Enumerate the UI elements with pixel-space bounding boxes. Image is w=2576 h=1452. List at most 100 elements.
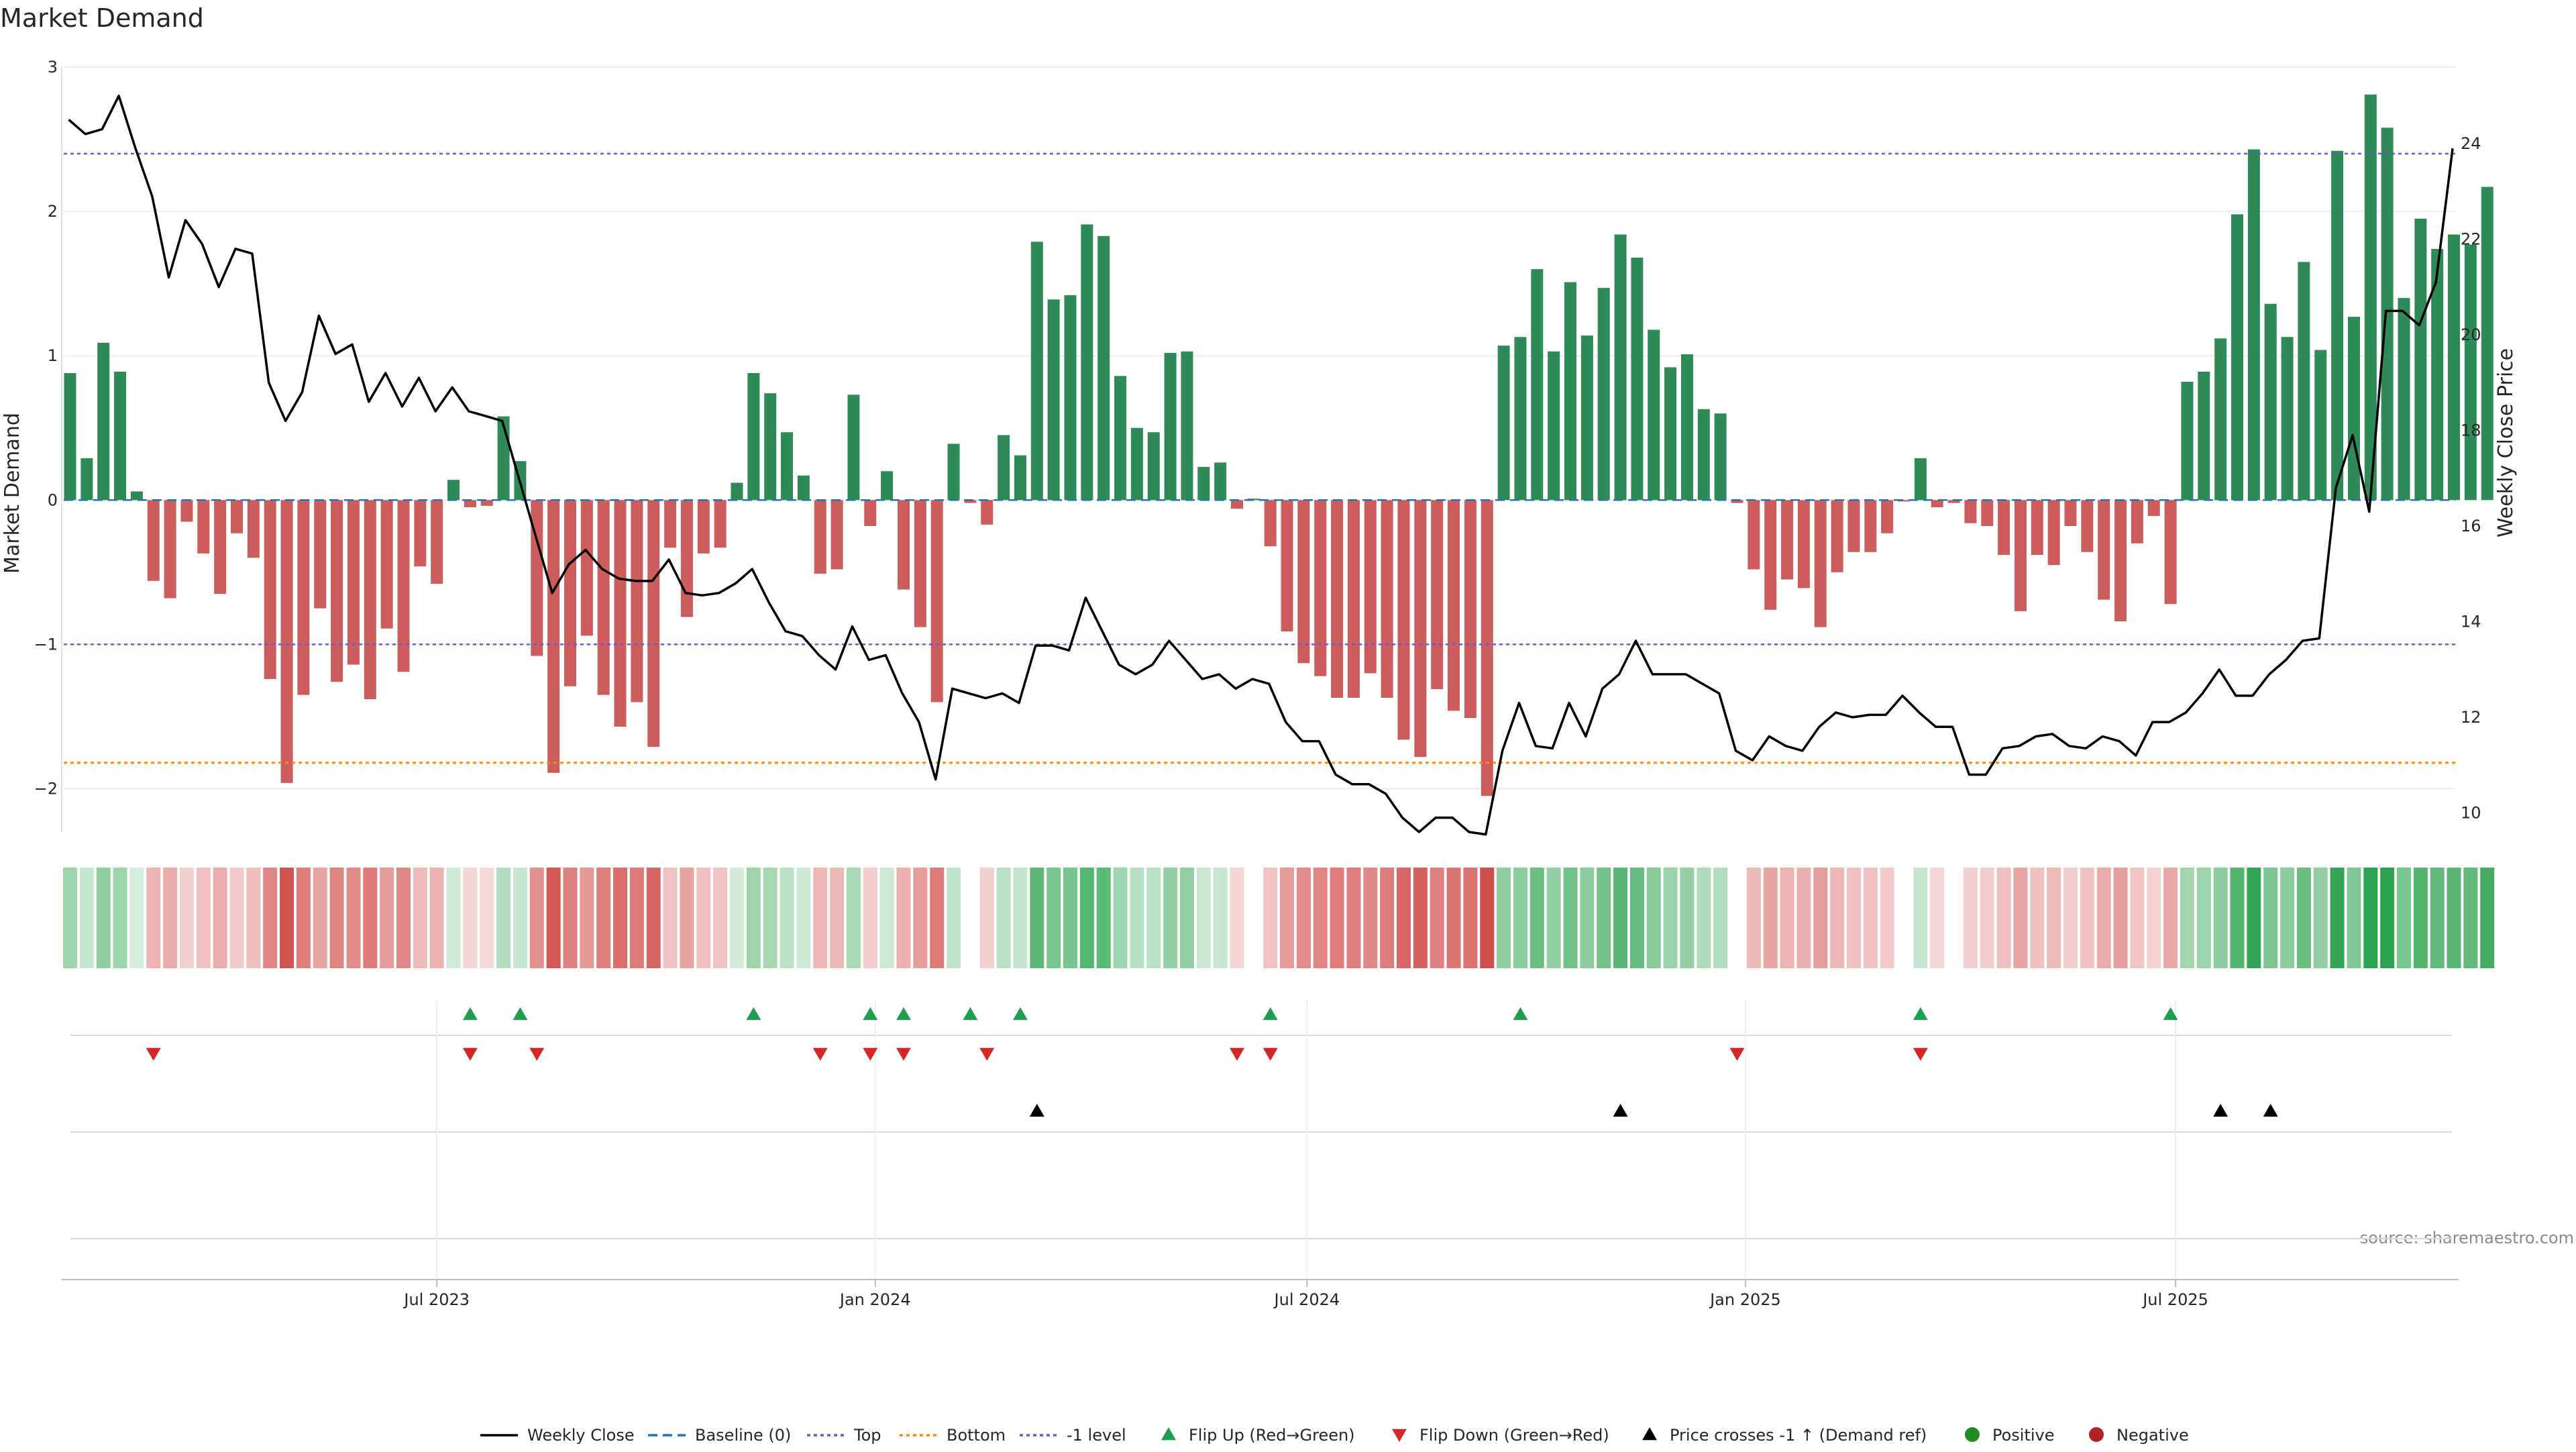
legend-swatch <box>1161 1427 1176 1441</box>
demand-bar-positive <box>2198 371 2210 501</box>
heat-cell <box>1179 868 1194 968</box>
demand-bar-negative <box>1847 500 1860 552</box>
heat-cell <box>979 868 994 968</box>
heat-cell <box>2413 868 2428 968</box>
heat-cell <box>1780 868 1794 968</box>
demand-bar-positive <box>1097 236 1110 501</box>
demand-bar-negative <box>1981 500 1994 526</box>
heat-cell <box>2147 868 2161 968</box>
heat-cell <box>2047 868 2061 968</box>
demand-bar-negative <box>1947 500 1960 503</box>
demand-bar-positive <box>1680 354 1693 501</box>
demand-bar-negative <box>364 500 376 700</box>
heat-cell <box>1296 868 1311 968</box>
demand-bar-positive <box>64 373 76 501</box>
y-axis-title: Market Demand <box>1 413 24 574</box>
heat-cell <box>863 868 877 968</box>
demand-bar-positive <box>998 435 1010 501</box>
legend-label: Negative <box>2116 1426 2189 1445</box>
demand-bar-negative <box>1231 500 1243 509</box>
demand-bar-positive <box>2298 262 2310 501</box>
demand-bar-negative <box>597 500 610 695</box>
heat-cell <box>2380 868 2395 968</box>
demand-bar-positive <box>97 342 110 501</box>
y-tick-label: 1 <box>48 346 58 365</box>
heat-cell <box>1697 868 1711 968</box>
heat-cell <box>846 868 861 968</box>
demand-bar-positive <box>80 458 93 501</box>
grid-layer <box>61 66 2459 1287</box>
demand-bar-negative <box>231 500 243 533</box>
demand-bar-positive <box>2381 127 2394 501</box>
demand-bar-negative <box>414 500 427 567</box>
heat-cell <box>2113 868 2128 968</box>
heat-cell <box>1113 868 1128 968</box>
heat-cell <box>1830 868 1845 968</box>
heat-cell <box>1746 868 1761 968</box>
legend: Weekly Close Baseline (0) Top Bottom -1 leve… <box>480 1426 2189 1445</box>
demand-bar-positive <box>1181 351 1193 501</box>
demand-bar-negative <box>864 500 877 526</box>
heat-cell <box>1230 868 1244 968</box>
heat-cell <box>563 868 578 968</box>
heat-cell <box>1463 868 1478 968</box>
flip-down-marker <box>1263 1047 1278 1061</box>
legend-label: Weekly Close <box>527 1426 635 1445</box>
y-tick-label: 3 <box>48 58 58 76</box>
heat-cell <box>1380 868 1395 968</box>
heat-cell <box>1680 868 1695 968</box>
heat-cell <box>146 868 161 968</box>
demand-bar-positive <box>1130 427 1143 501</box>
heat-cell <box>763 868 777 968</box>
heat-cell <box>2163 868 2178 968</box>
demand-bar-negative <box>1331 500 1344 698</box>
y2-tick-label: 10 <box>2461 804 2481 823</box>
heat-cell <box>1263 868 1278 968</box>
heat-cell <box>713 868 728 968</box>
flip-down-marker <box>1913 1047 1928 1061</box>
demand-bar-positive <box>1697 409 1710 501</box>
legend-swatch <box>1392 1429 1407 1442</box>
heat-cell <box>813 868 828 968</box>
y2-tick-label: 16 <box>2461 517 2481 535</box>
demand-bar-positive <box>1064 295 1077 501</box>
demand-bar-negative <box>1281 500 1293 632</box>
heat-cell <box>2063 868 2078 968</box>
demand-bar-negative <box>531 500 543 656</box>
demand-bar-positive <box>2314 350 2327 501</box>
heat-cell <box>1663 868 1678 968</box>
heat-cell <box>1480 868 1495 968</box>
demand-bar-negative <box>1964 500 1977 523</box>
demand-bar-negative <box>1881 500 1894 533</box>
demand-bar-positive <box>2448 234 2461 501</box>
price-cross-marker <box>1029 1104 1044 1117</box>
heat-cell <box>229 868 244 968</box>
demand-bar-negative <box>631 500 643 703</box>
heat-cell <box>1196 868 1211 968</box>
heat-cell <box>1597 868 1611 968</box>
demand-bar-positive <box>881 471 894 501</box>
demand-bar-positive <box>1631 257 1644 501</box>
heat-cell <box>1763 868 1778 968</box>
legend-label: Baseline (0) <box>695 1426 791 1445</box>
heat-cell <box>1096 868 1111 968</box>
demand-bar-negative <box>1814 500 1827 627</box>
demand-bar-positive <box>2398 298 2410 501</box>
price-cross-marker <box>2213 1104 2229 1117</box>
demand-bar-positive <box>2414 218 2427 501</box>
heat-cell <box>596 868 611 968</box>
demand-bar-negative <box>1314 500 1327 676</box>
demand-bar-positive <box>1147 432 1160 501</box>
heat-cell <box>2213 868 2228 968</box>
demand-bar-negative <box>214 500 227 594</box>
demand-bar-negative <box>1781 500 1794 580</box>
heat-cell <box>1213 868 1228 968</box>
demand-bar-negative <box>2014 500 2027 611</box>
flip-down-marker <box>1729 1047 1745 1061</box>
heat-cell <box>1980 868 1994 968</box>
legend-label: Positive <box>1992 1426 2055 1445</box>
heat-cell <box>730 868 744 968</box>
heat-cell <box>496 868 511 968</box>
heat-cell <box>1629 868 1644 968</box>
demand-bar-negative <box>2081 500 2094 552</box>
